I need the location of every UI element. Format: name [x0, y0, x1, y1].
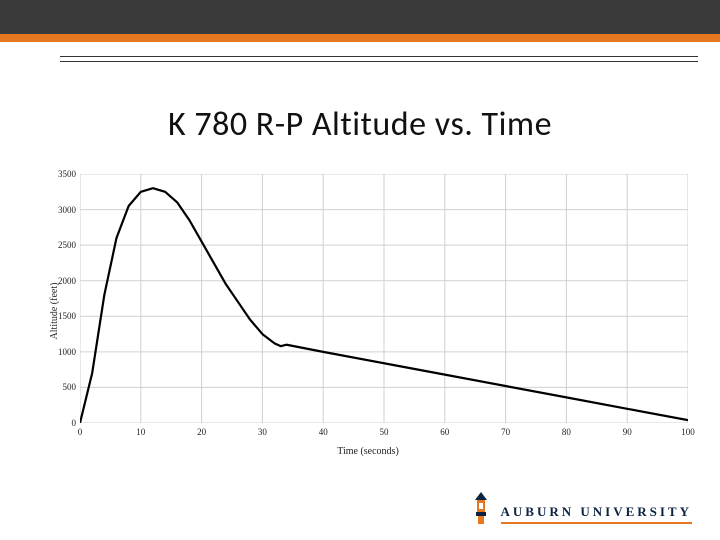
x-tick-label: 10: [136, 427, 145, 437]
header-double-rule: [60, 56, 698, 62]
x-tick-label: 20: [197, 427, 206, 437]
x-tick-label: 80: [562, 427, 571, 437]
x-axis-label: Time (seconds): [337, 446, 399, 457]
x-tick-label: 70: [501, 427, 510, 437]
y-tick-label: 2500: [40, 240, 76, 250]
x-tick-label: 100: [681, 427, 695, 437]
header-dark-bar: [0, 0, 720, 34]
y-tick-label: 3000: [40, 205, 76, 215]
tower-icon: [471, 490, 491, 524]
x-tick-label: 60: [440, 427, 449, 437]
auburn-logo: AUBURN UNIVERSITY: [471, 490, 693, 524]
y-tick-label: 1000: [40, 347, 76, 357]
y-tick-label: 1500: [40, 311, 76, 321]
y-tick-label: 3500: [40, 169, 76, 179]
altitude-chart: Altitude (feet) Time (seconds) 050010001…: [38, 168, 698, 453]
chart-title: K 780 R-P Altitude vs. Time: [0, 104, 720, 145]
header-orange-bar: [0, 34, 720, 42]
x-tick-label: 30: [258, 427, 267, 437]
y-tick-label: 0: [40, 418, 76, 428]
plot-area: [80, 174, 688, 423]
auburn-wordmark: AUBURN UNIVERSITY: [501, 504, 693, 524]
y-tick-label: 2000: [40, 276, 76, 286]
x-tick-label: 40: [319, 427, 328, 437]
x-tick-label: 0: [78, 427, 83, 437]
x-tick-label: 50: [380, 427, 389, 437]
x-tick-label: 90: [623, 427, 632, 437]
y-tick-label: 500: [40, 382, 76, 392]
